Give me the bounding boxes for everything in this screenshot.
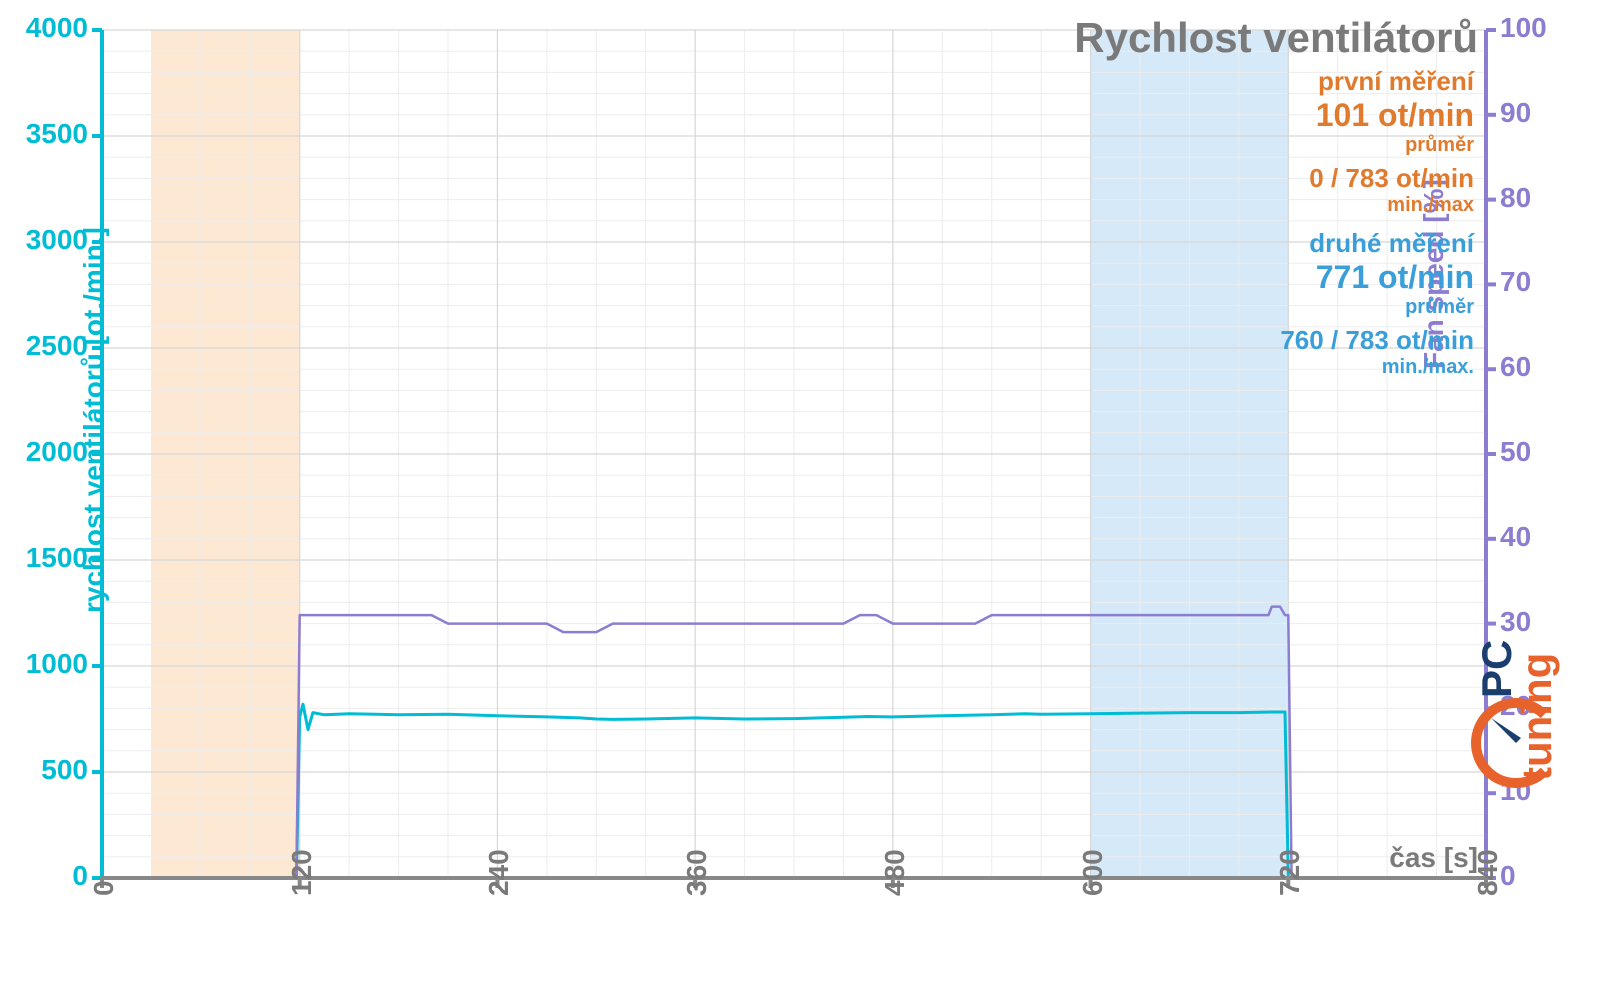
stats-first-range-label: min./max: [1309, 194, 1474, 217]
y-left-tick-3500: 3500: [26, 118, 88, 150]
stats-second-avg: 771 ot/min: [1280, 259, 1474, 296]
stats-first-title: první měření: [1309, 66, 1474, 97]
y-left-tick-500: 500: [41, 754, 88, 786]
x-tick-360: 360: [681, 849, 713, 896]
fan-speed-chart: 0500100015002000250030003500400001020304…: [0, 0, 1600, 999]
x-tick-600: 600: [1077, 849, 1109, 896]
y-left-tick-4000: 4000: [26, 12, 88, 44]
stats-second-range: 760 / 783 ot/min: [1280, 325, 1474, 356]
y-left-tick-1000: 1000: [26, 648, 88, 680]
x-tick-120: 120: [286, 849, 318, 896]
y-right-tick-90: 90: [1500, 97, 1531, 129]
y-right-tick-80: 80: [1500, 182, 1531, 214]
stats-first-avg: 101 ot/min: [1309, 97, 1474, 134]
x-tick-720: 720: [1274, 849, 1306, 896]
svg-text:tuning: tuning: [1513, 653, 1560, 781]
y-left-tick-0: 0: [72, 860, 88, 892]
stats-second-title: druhé měření: [1280, 228, 1474, 259]
stats-first-avg-label: průměr: [1309, 134, 1474, 157]
y-left-axis-label: rychlost ventilátorů [ot./min.]: [78, 227, 110, 613]
stats-second: druhé měření771 ot/minprůměr 760 / 783 ot…: [1280, 228, 1474, 379]
y-right-tick-70: 70: [1500, 266, 1531, 298]
pctuning-logo: PCtuning: [1436, 483, 1596, 863]
stats-second-range-label: min./max.: [1280, 356, 1474, 379]
x-tick-480: 480: [879, 849, 911, 896]
x-tick-240: 240: [483, 849, 515, 896]
x-tick-0: 0: [88, 880, 120, 896]
y-right-tick-50: 50: [1500, 436, 1531, 468]
y-right-tick-100: 100: [1500, 12, 1547, 44]
y-right-tick-60: 60: [1500, 351, 1531, 383]
stats-first-range: 0 / 783 ot/min: [1309, 163, 1474, 194]
stats-first: první měření101 ot/minprůměr 0 / 783 ot/m…: [1309, 66, 1474, 217]
stats-second-avg-label: průměr: [1280, 296, 1474, 319]
chart-title: Rychlost ventilátorů: [1074, 14, 1478, 62]
